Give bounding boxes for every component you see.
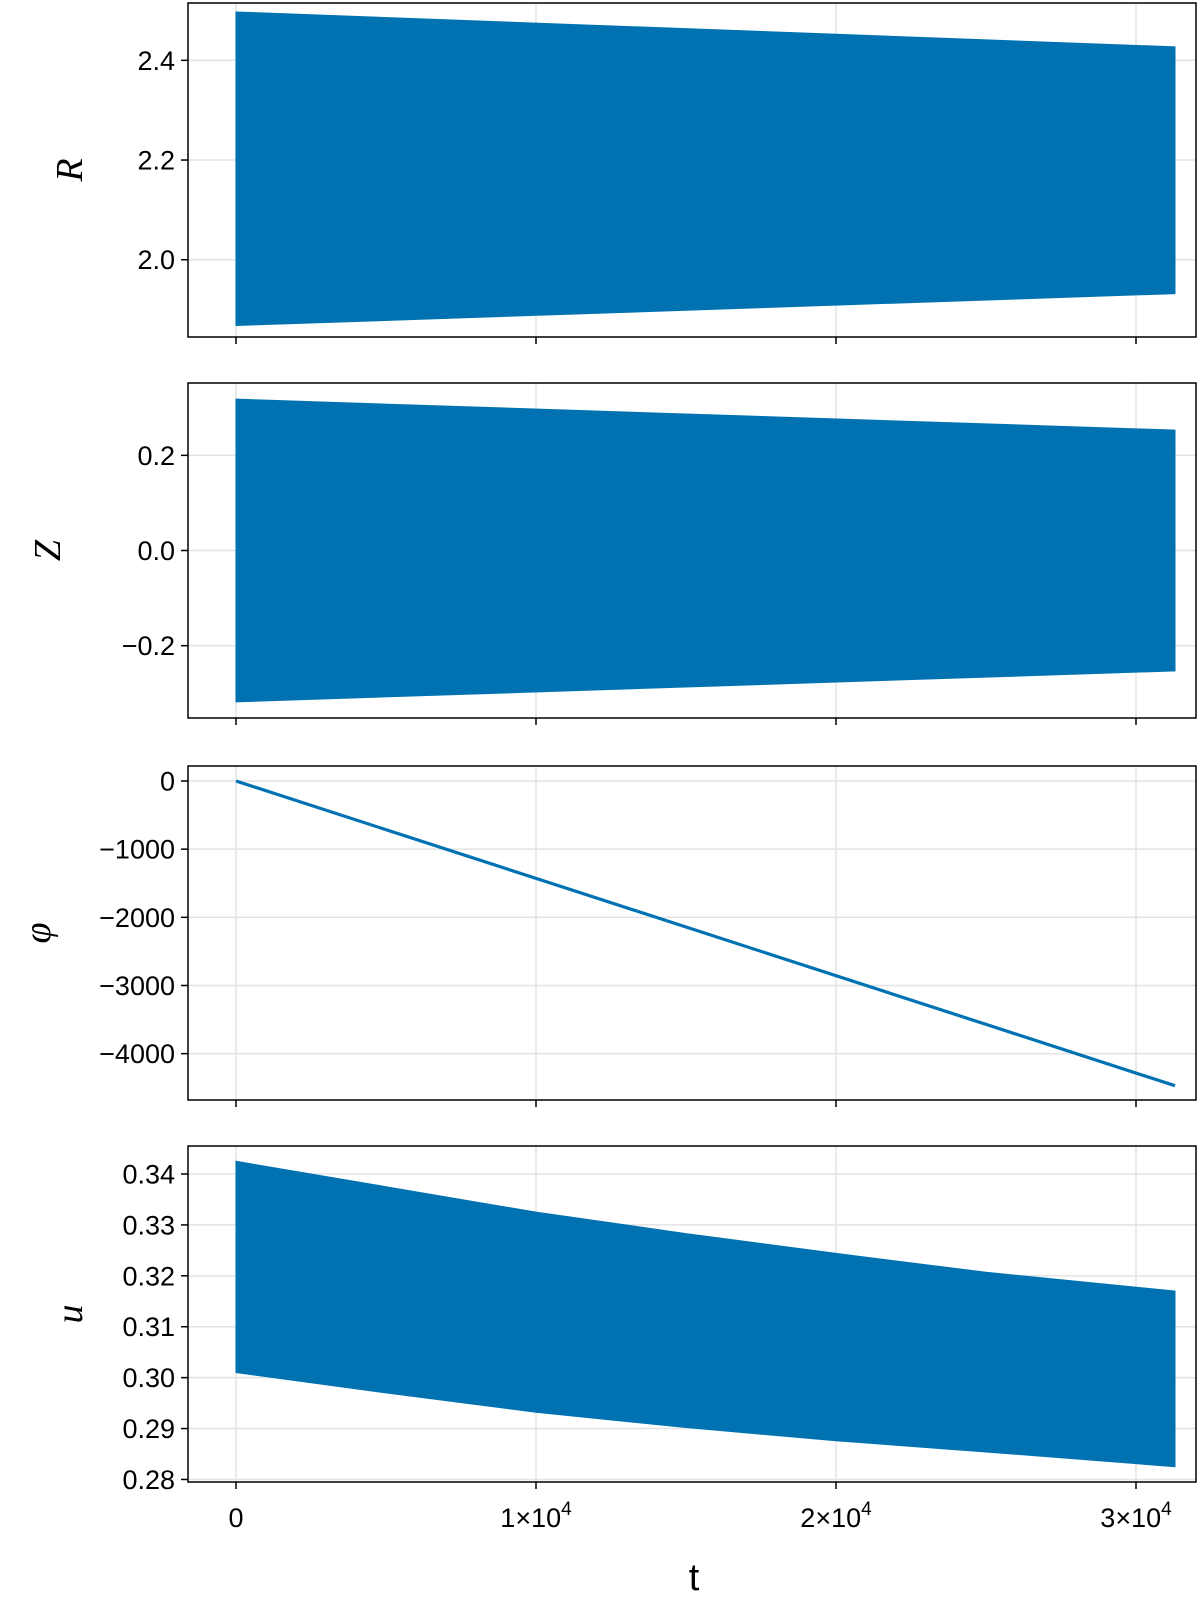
y-tick-label: −3000	[99, 971, 175, 1001]
x-axis-label: t	[689, 1557, 700, 1599]
x-tick-label: 0	[228, 1503, 243, 1533]
y-tick-label: 2.0	[137, 245, 175, 275]
y-tick-label: 0.0	[137, 536, 175, 566]
y-tick-label: 0.2	[137, 441, 175, 471]
series-band	[235, 398, 1176, 703]
y-tick-label: 0.33	[122, 1210, 175, 1240]
x-tick-label: 1×104	[500, 1499, 572, 1533]
panel-1: 2.0 2.2 2.4 R	[49, 2, 1197, 344]
series-line	[235, 779, 1176, 1088]
y-tick-label: 0.30	[122, 1363, 175, 1393]
series-band	[235, 11, 1176, 327]
y-tick-label: 2.4	[137, 46, 175, 76]
axes-frame	[187, 2, 1197, 338]
panel-4: 0.28 0.29 0.30 0.31 0.32 0.33 0.34 0 1×104 2×104 3…	[49, 1145, 1197, 1533]
y-tick-label: −1000	[99, 835, 175, 865]
y-tick-label: 2.2	[137, 146, 175, 176]
y-axis-label: φ	[17, 922, 59, 943]
y-axis-label: Z	[27, 539, 69, 561]
y-tick-label: 0.31	[122, 1312, 175, 1342]
axes-frame	[187, 765, 1197, 1101]
y-axis-label: R	[49, 158, 91, 182]
axes-frame	[187, 1145, 1197, 1483]
y-tick-label: 0.32	[122, 1261, 175, 1291]
y-tick-label: −0.2	[122, 631, 175, 661]
x-tick-label: 3×104	[1100, 1499, 1172, 1533]
y-axis-label: u	[49, 1305, 91, 1324]
x-tick-label: 2×104	[800, 1499, 872, 1533]
y-tick-label: 0.29	[122, 1414, 175, 1444]
y-tick-label: −4000	[99, 1039, 175, 1069]
panel-2: −0.2 0.0 0.2 Z	[27, 382, 1197, 725]
y-tick-label: 0	[160, 766, 175, 796]
series-band	[235, 1160, 1176, 1468]
y-tick-label: 0.28	[122, 1465, 175, 1495]
y-tick-label: 0.34	[122, 1160, 175, 1190]
y-tick-label: −2000	[99, 903, 175, 933]
panel-3: −4000 −3000 −2000 −1000 0 φ	[17, 765, 1197, 1107]
